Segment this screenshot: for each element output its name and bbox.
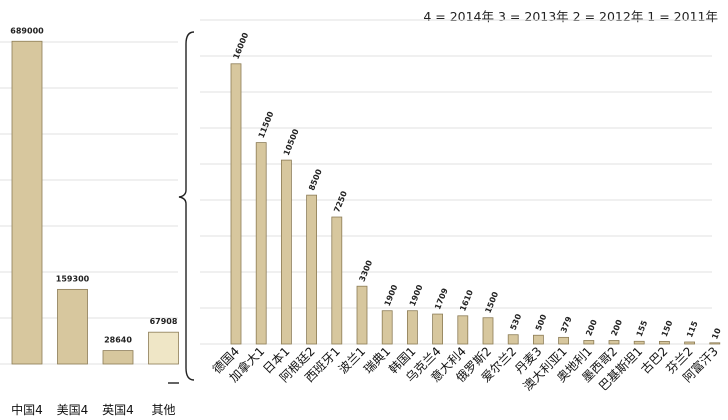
value-label: 3300 xyxy=(358,259,375,283)
bar xyxy=(148,331,179,365)
category-label: 其他 xyxy=(151,403,175,417)
value-label: 200 xyxy=(584,318,599,337)
value-label: 530 xyxy=(509,312,524,331)
value-label: 8500 xyxy=(307,167,324,191)
group-brace xyxy=(178,31,195,381)
category-label: 美国4 xyxy=(57,403,89,417)
bar xyxy=(608,340,620,345)
value-label: 115 xyxy=(685,319,700,338)
bar xyxy=(558,336,569,345)
value-label: 28640 xyxy=(104,336,132,345)
bar xyxy=(633,340,645,345)
bar xyxy=(533,334,544,345)
value-label: 7250 xyxy=(332,189,349,213)
bar xyxy=(255,142,267,345)
bar xyxy=(709,342,721,345)
value-label: 67908 xyxy=(150,317,178,326)
bar xyxy=(507,334,519,345)
bar xyxy=(381,310,393,345)
bar xyxy=(406,310,418,345)
label-layer: 6890001593002864067908160001150010500850… xyxy=(10,26,723,344)
value-label: 1900 xyxy=(383,283,400,307)
bar xyxy=(457,315,469,345)
bar xyxy=(280,159,292,345)
grid-layer xyxy=(0,19,712,365)
category-label: 波兰1 xyxy=(336,344,368,376)
bar xyxy=(230,63,242,345)
value-label: 1610 xyxy=(458,288,475,312)
bar xyxy=(11,40,43,365)
bar xyxy=(331,216,343,345)
value-label: 11500 xyxy=(257,110,276,140)
category-label: 古巴2 xyxy=(638,344,671,377)
value-label: 689000 xyxy=(10,26,44,35)
bar xyxy=(356,285,368,345)
category-label: 瑞典1 xyxy=(361,344,393,376)
value-label: 150 xyxy=(660,319,675,338)
bar-layer xyxy=(11,40,721,365)
bar xyxy=(57,288,88,365)
bar xyxy=(482,317,494,345)
value-label: 200 xyxy=(610,318,625,337)
bar xyxy=(684,341,695,345)
value-label: 155 xyxy=(635,319,650,338)
value-label: 379 xyxy=(559,315,574,334)
bar xyxy=(659,340,670,345)
value-label: 10500 xyxy=(282,127,301,157)
value-label: 1900 xyxy=(408,283,425,307)
category-label: 中国4 xyxy=(11,402,43,417)
value-label: 500 xyxy=(534,313,549,332)
bar xyxy=(583,340,595,345)
value-label: 1709 xyxy=(433,286,450,310)
value-label: 159300 xyxy=(56,274,90,283)
bar xyxy=(102,350,134,365)
category-label: 英国4 xyxy=(102,403,134,417)
value-label: 10 xyxy=(710,326,723,340)
value-label: 1500 xyxy=(484,290,501,314)
bar xyxy=(432,313,444,345)
bar xyxy=(306,194,318,345)
